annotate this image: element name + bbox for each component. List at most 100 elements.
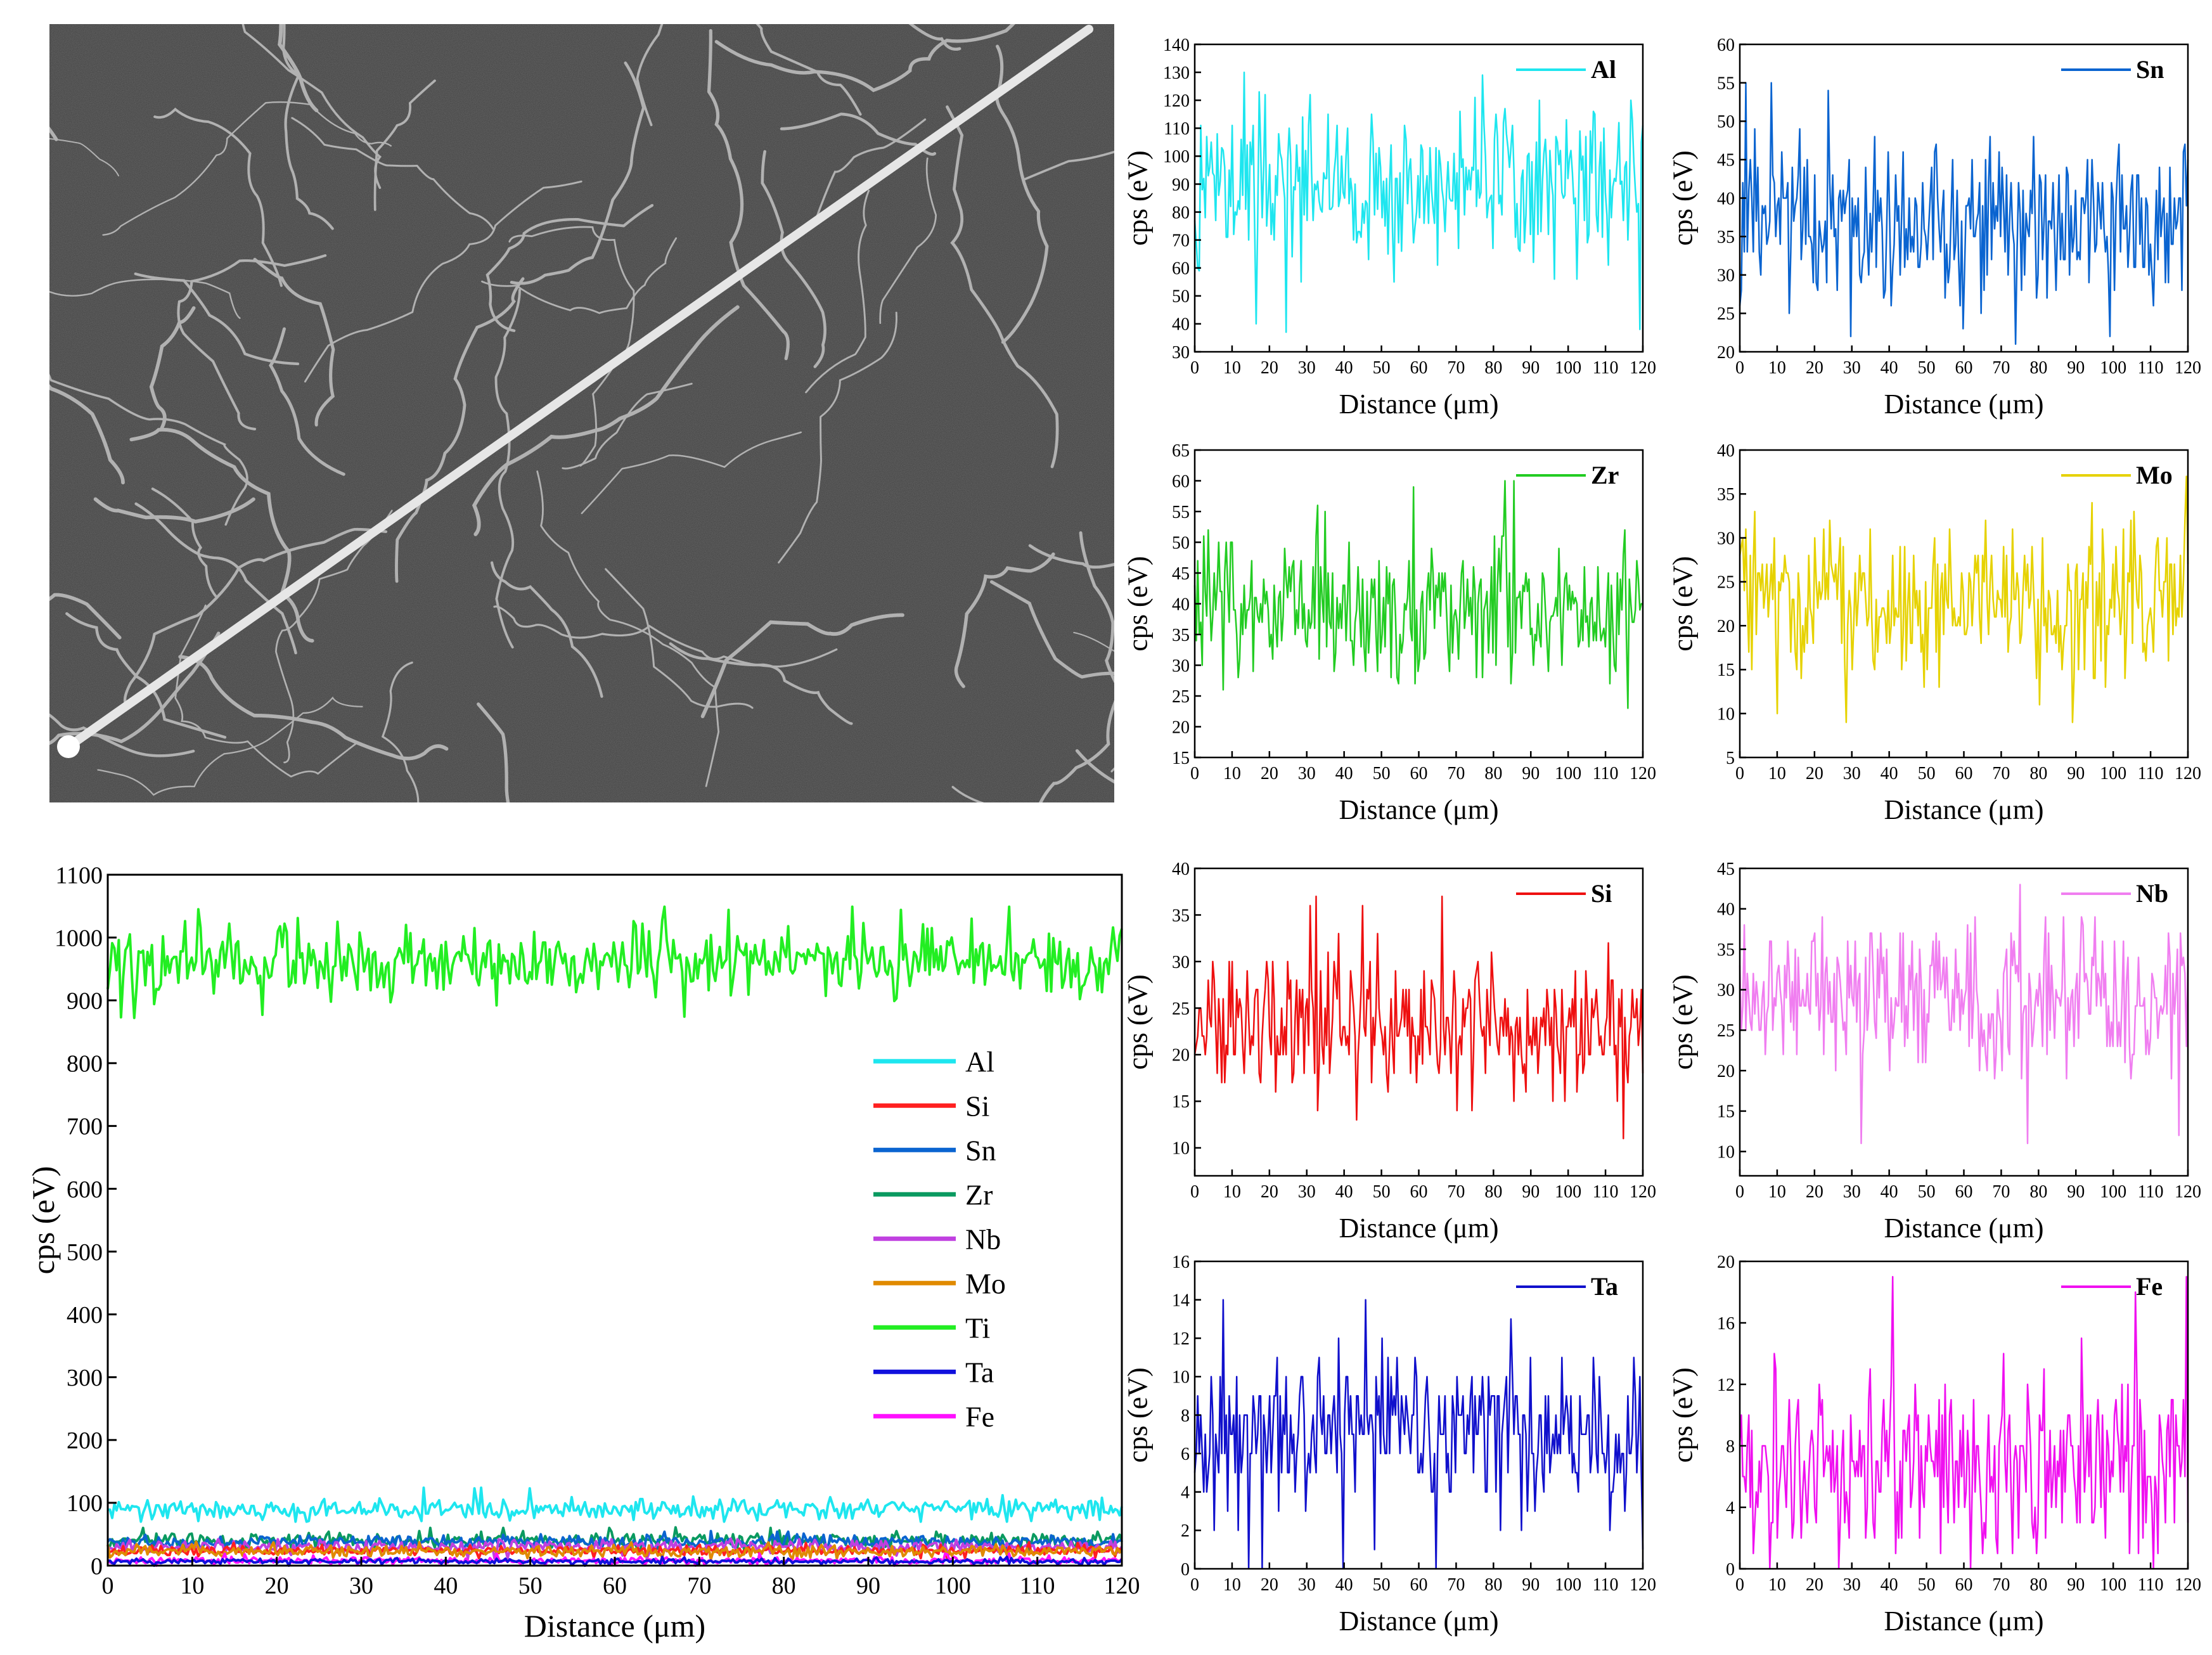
y-tick-label: 25 <box>1717 573 1735 593</box>
y-tick-label: 200 <box>67 1427 103 1454</box>
legend-label-ta: Ta <box>965 1356 994 1388</box>
grain-boundary <box>581 431 802 515</box>
x-tick-label: 0 <box>1735 764 1744 783</box>
x-axis-label: Distance (μm) <box>1884 794 2043 825</box>
grain-boundary <box>153 107 283 287</box>
nb-line-profile-chart: 0 10 20 30 40 50 60 70 80 90 100 110 120 10 15 20 25 30 35… <box>1667 849 2206 1244</box>
y-tick-label: 30 <box>1172 343 1190 363</box>
fe-line-profile-chart: 0 10 20 30 40 50 60 70 80 90 100 110 120 0 4 8 12 16 20 Dis… <box>1667 1242 2206 1637</box>
grain-boundary <box>805 190 870 394</box>
x-tick-label: 40 <box>1881 1575 1898 1595</box>
series-line-al <box>108 1486 1123 1523</box>
x-tick-label: 120 <box>2175 1575 2201 1595</box>
y-tick-label: 45 <box>1717 151 1735 171</box>
x-tick-label: 30 <box>1298 358 1316 378</box>
y-tick-label: 35 <box>1172 906 1190 925</box>
x-tick-label: 80 <box>2029 358 2047 378</box>
series-line-mo <box>106 1540 1123 1561</box>
al-line-profile-chart: 0 10 20 30 40 50 60 70 80 90 100 110 120 30 40 50 60 70 80… <box>1122 25 1661 420</box>
y-tick-label: 45 <box>1172 564 1190 584</box>
series-line-fe <box>1739 1276 2189 1570</box>
grain-boundary <box>946 105 1059 468</box>
grain-boundary <box>669 642 853 725</box>
x-tick-label: 30 <box>1843 1182 1861 1202</box>
x-tick-label: 120 <box>1104 1573 1140 1599</box>
y-tick-label: 12 <box>1172 1329 1190 1349</box>
legend-label-mo: Mo <box>2136 461 2173 489</box>
y-axis-label: cps (eV) <box>1122 974 1154 1069</box>
grain-boundary <box>536 470 720 787</box>
x-tick-label: 60 <box>1955 1182 1973 1202</box>
grain-boundary <box>494 288 521 649</box>
y-tick-label: 65 <box>1172 441 1190 461</box>
scan-start-marker <box>57 735 80 758</box>
series-line-ti <box>106 905 1123 1019</box>
x-tick-label: 50 <box>1918 358 1936 378</box>
chart-svg: 0 10 20 30 40 50 60 70 80 90 100 110 120 5 10 15 20 25 30 3… <box>1668 441 2201 825</box>
sem-micrograph <box>49 24 1114 802</box>
x-tick-label: 60 <box>1410 358 1428 378</box>
x-tick-label: 70 <box>1992 1575 2010 1595</box>
legend-label-fe: Fe <box>2136 1272 2163 1301</box>
y-axis-label: cps (eV) <box>1668 150 1699 245</box>
x-tick-label: 10 <box>1223 358 1241 378</box>
y-tick-label: 25 <box>1717 1021 1735 1041</box>
grain-boundary <box>756 24 862 116</box>
x-tick-label: 100 <box>2100 764 2126 783</box>
grain-boundary <box>49 384 125 485</box>
grain-boundary <box>97 696 363 796</box>
y-tick-label: 1100 <box>55 862 103 889</box>
x-tick-label: 120 <box>1630 1182 1656 1202</box>
x-tick-label: 80 <box>1484 764 1502 783</box>
x-tick-label: 40 <box>1881 1182 1898 1202</box>
x-tick-label: 20 <box>265 1573 289 1599</box>
x-tick-label: 70 <box>1992 1182 2010 1202</box>
mo-line-profile-chart: 0 10 20 30 40 50 60 70 80 90 100 110 120 5 10 15 20 25 30 3… <box>1667 431 2206 825</box>
chart-svg: 0 10 20 30 40 50 60 70 80 90 100 110 120 20 25 30 35 40 45… <box>1668 35 2201 420</box>
y-tick-label: 120 <box>1163 91 1190 111</box>
grain-boundary <box>714 24 1015 93</box>
y-tick-label: 35 <box>1717 940 1735 960</box>
grain-boundary <box>49 593 122 640</box>
x-tick-label: 60 <box>1955 764 1973 783</box>
y-tick-label: 50 <box>1172 533 1190 553</box>
legend-label-mo: Mo <box>965 1267 1006 1299</box>
y-tick-label: 0 <box>1726 1560 1735 1580</box>
x-tick-label: 90 <box>2067 1575 2085 1595</box>
y-tick-label: 80 <box>1172 203 1190 222</box>
x-tick-label: 40 <box>1335 358 1353 378</box>
grain-boundary <box>1028 544 1114 569</box>
y-tick-label: 30 <box>1172 656 1190 676</box>
x-tick-label: 120 <box>1630 358 1656 378</box>
y-tick-label: 20 <box>1717 343 1735 363</box>
series-line-sn <box>1739 82 2189 345</box>
y-axis-label: cps (eV) <box>1668 1367 1699 1462</box>
chart-svg: 0 10 20 30 40 50 60 70 80 90 100 110 120 10 15 20 25 30 35… <box>1122 860 1656 1244</box>
y-tick-label: 15 <box>1172 1092 1190 1112</box>
grain-boundary <box>605 568 754 709</box>
y-tick-label: 60 <box>1172 472 1190 491</box>
chart-svg: 0 10 20 30 40 50 60 70 80 90 100 110 120 0 2 4 6 8 10 12 14 1… <box>1122 1253 1656 1637</box>
y-axis-label: cps (eV) <box>1122 150 1154 245</box>
grain-boundary <box>481 237 678 314</box>
x-tick-label: 120 <box>1630 1575 1656 1595</box>
x-tick-label: 30 <box>1843 1575 1861 1595</box>
x-tick-label: 110 <box>2138 764 2164 783</box>
x-tick-label: 100 <box>1555 1575 1581 1595</box>
x-tick-label: 80 <box>1484 358 1502 378</box>
grain-boundaries <box>49 24 1114 802</box>
x-tick-label: 100 <box>1555 764 1581 783</box>
grain-boundary <box>508 226 635 467</box>
legend-label-si: Si <box>1591 879 1612 908</box>
x-tick-label: 0 <box>1735 358 1744 378</box>
x-tick-label: 90 <box>1522 764 1540 783</box>
x-tick-label: 50 <box>1918 1182 1936 1202</box>
x-tick-label: 90 <box>1522 1182 1540 1202</box>
grain-boundary <box>1023 150 1114 181</box>
y-tick-label: 20 <box>1717 1253 1735 1272</box>
x-tick-label: 90 <box>2067 764 2085 783</box>
x-tick-label: 30 <box>1298 764 1316 783</box>
legend-label-fe: Fe <box>965 1400 994 1433</box>
y-tick-label: 15 <box>1717 1102 1735 1122</box>
